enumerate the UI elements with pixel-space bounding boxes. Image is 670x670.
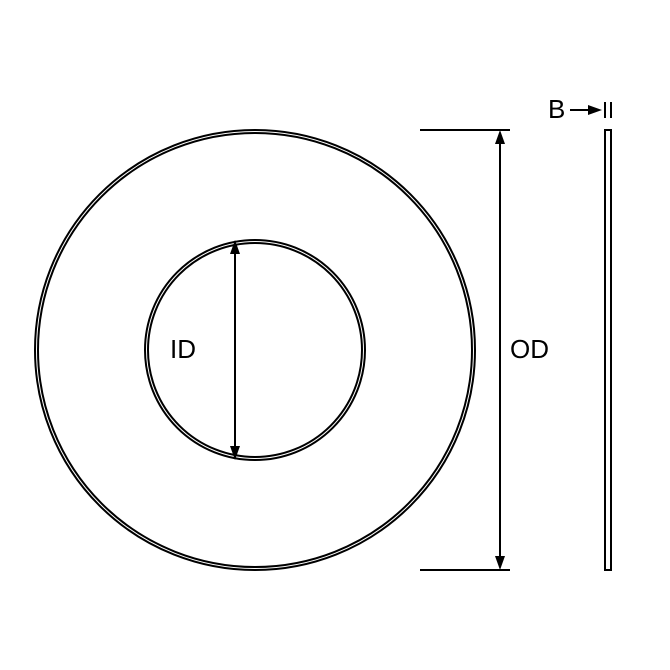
od-label: OD	[510, 334, 549, 364]
washer-diagram: ID OD B	[0, 0, 670, 670]
side-view	[605, 130, 611, 570]
b-label: B	[548, 94, 565, 124]
id-label: ID	[170, 334, 196, 364]
